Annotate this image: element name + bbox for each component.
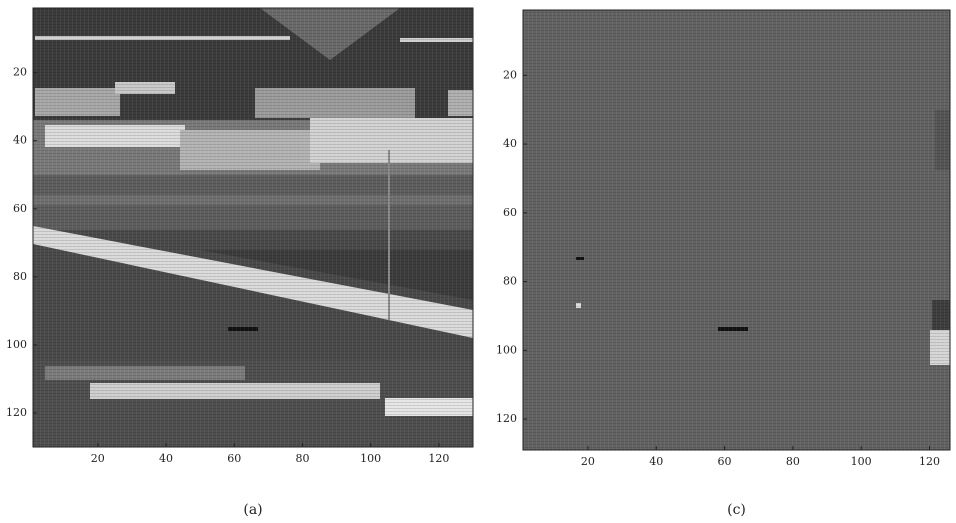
x-tick-label: 40 <box>159 452 173 465</box>
x-tick-label: 100 <box>851 455 872 468</box>
image-c <box>523 10 950 450</box>
x-tick-label: 60 <box>227 452 241 465</box>
y-tick-label: 80 <box>503 275 517 288</box>
y-tick-label: 20 <box>503 68 517 81</box>
panel-caption: (c) <box>727 502 746 518</box>
y-tick-label: 60 <box>13 202 27 215</box>
frame-a <box>32 7 474 448</box>
x-tick-label: 60 <box>718 455 732 468</box>
frame-c <box>522 9 951 451</box>
image-a <box>33 8 473 447</box>
y-tick-label: 100 <box>496 343 517 356</box>
y-tick-label: 80 <box>13 270 27 283</box>
x-tick-label: 40 <box>649 455 663 468</box>
y-tick-label: 60 <box>503 206 517 219</box>
x-tick-label: 100 <box>360 452 381 465</box>
x-tick-label: 120 <box>919 455 940 468</box>
y-tick-label: 120 <box>6 406 27 419</box>
x-tick-label: 80 <box>295 452 309 465</box>
x-tick-label: 80 <box>786 455 800 468</box>
panel-caption: (a) <box>243 502 262 518</box>
y-tick-label: 20 <box>13 66 27 79</box>
y-tick-label: 120 <box>496 412 517 425</box>
y-tick-label: 40 <box>13 134 27 147</box>
x-tick-label: 120 <box>428 452 449 465</box>
x-tick-label: 20 <box>91 452 105 465</box>
y-tick-label: 100 <box>6 338 27 351</box>
x-tick-label: 20 <box>581 455 595 468</box>
y-tick-label: 40 <box>503 137 517 150</box>
